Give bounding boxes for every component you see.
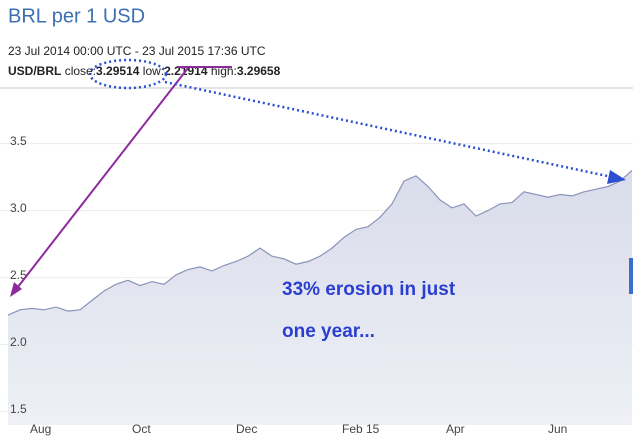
- scroll-marker: [629, 258, 633, 294]
- x-tick-label: Dec: [236, 422, 257, 436]
- line: [7, 169, 633, 316]
- pair: USD/BRL: [8, 64, 61, 78]
- stat-value: 3.29514: [96, 64, 140, 78]
- chart-title: BRL per 1 USD: [8, 5, 145, 27]
- stats-line: USD/BRL close:3.29514 low:2.21914 high:3…: [8, 64, 281, 78]
- arrow: [13, 67, 189, 293]
- plot-area: 1.5 2.0 2.5 3.0 3.5 Aug Oct Dec Feb 15 Apr Jun: [0, 134, 633, 436]
- x-tick-label: Jun: [548, 422, 567, 436]
- x-tick-label: Feb 15: [342, 422, 380, 436]
- x-tick-label: Apr: [446, 422, 465, 436]
- y-tick-label: 3.0: [10, 201, 27, 215]
- y-tick-label: 2.5: [10, 268, 27, 282]
- arrow: [164, 80, 613, 179]
- arrow-head: [607, 170, 626, 184]
- x-tick-label: Aug: [30, 422, 51, 436]
- stat-label: close:: [65, 64, 96, 78]
- annotation: one year...: [282, 321, 375, 342]
- area: [8, 170, 632, 425]
- y-tick-label: 2.0: [10, 335, 27, 349]
- annotation: 33% erosion in just: [282, 279, 456, 300]
- highlight-ellipse: [88, 58, 168, 90]
- chart-subtitle: 23 Jul 2014 00:00 UTC - 23 Jul 2015 17:3…: [8, 44, 266, 58]
- arrow-head: [10, 282, 22, 297]
- x-tick-label: Oct: [132, 422, 151, 436]
- y-tick-label: 1.5: [10, 402, 27, 416]
- stat-value: 3.29658: [237, 64, 281, 78]
- stat-label: low:: [143, 64, 164, 78]
- y-tick-label: 3.5: [10, 134, 27, 148]
